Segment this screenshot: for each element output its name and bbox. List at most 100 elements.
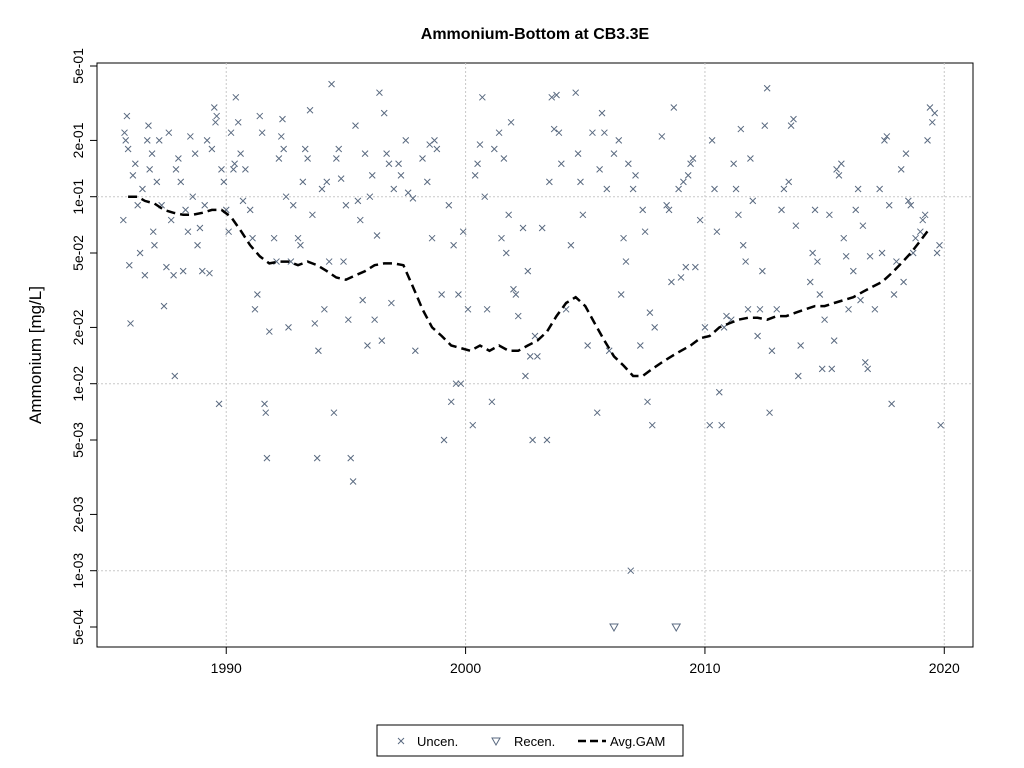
uncensored-point bbox=[249, 234, 256, 242]
uncensored-point bbox=[344, 316, 352, 324]
uncensored-point bbox=[668, 278, 675, 286]
uncensored-point bbox=[263, 454, 271, 462]
uncensored-point bbox=[149, 228, 157, 236]
uncensored-point bbox=[658, 133, 666, 140]
uncensored-point bbox=[203, 137, 211, 144]
uncensored-point bbox=[744, 305, 752, 313]
uncensored-point bbox=[395, 160, 402, 168]
uncensored-point bbox=[371, 316, 378, 324]
uncensored-point bbox=[641, 228, 649, 236]
uncensored-point bbox=[838, 160, 845, 168]
uncensored-point bbox=[675, 185, 682, 193]
uncensored-point bbox=[759, 267, 766, 275]
uncensored-point bbox=[279, 115, 286, 123]
uncensored-point bbox=[124, 145, 132, 153]
uncensored-point bbox=[121, 129, 128, 137]
data-points bbox=[119, 80, 945, 633]
uncensored-point bbox=[146, 166, 154, 173]
uncensored-point bbox=[361, 150, 369, 157]
y-tick-label: 2e-03 bbox=[70, 496, 86, 532]
y-tick-label: 5e-03 bbox=[70, 422, 86, 458]
uncensored-point bbox=[447, 398, 455, 406]
uncensored-point bbox=[852, 206, 860, 214]
uncensored-point bbox=[262, 409, 270, 417]
uncensored-point bbox=[167, 216, 175, 224]
uncensored-point bbox=[134, 201, 142, 209]
uncensored-point bbox=[818, 365, 826, 373]
uncensored-point bbox=[708, 137, 716, 144]
uncensored-point bbox=[598, 109, 606, 117]
uncensored-point bbox=[239, 197, 247, 205]
x-tick-label: 1990 bbox=[211, 660, 242, 676]
uncensored-point bbox=[579, 211, 587, 219]
uncensored-point bbox=[878, 249, 886, 257]
uncensored-point bbox=[627, 567, 635, 575]
uncensored-point bbox=[835, 172, 843, 179]
uncensored-point bbox=[390, 185, 398, 193]
uncensored-point bbox=[888, 400, 895, 408]
uncensored-point bbox=[763, 84, 771, 92]
uncensored-point bbox=[601, 129, 608, 137]
uncensored-point bbox=[907, 201, 915, 209]
uncensored-point bbox=[715, 388, 723, 396]
uncensored-point bbox=[876, 185, 884, 193]
uncensored-point bbox=[330, 409, 338, 417]
uncensored-point bbox=[507, 118, 515, 126]
uncensored-point bbox=[735, 211, 742, 219]
uncensored-point bbox=[297, 241, 304, 249]
uncensored-point bbox=[459, 228, 467, 236]
uncensored-point bbox=[210, 104, 218, 111]
uncensored-point bbox=[522, 372, 529, 380]
uncensored-point bbox=[151, 241, 158, 249]
uncensored-point bbox=[557, 160, 565, 168]
uncensored-point bbox=[237, 150, 244, 157]
uncensored-point bbox=[720, 324, 728, 331]
uncensored-point bbox=[285, 324, 292, 331]
uncensored-point bbox=[356, 216, 364, 224]
uncensored-point bbox=[644, 398, 651, 406]
uncensored-point bbox=[428, 234, 436, 242]
uncensored-point bbox=[785, 178, 793, 186]
uncensored-point bbox=[376, 89, 383, 97]
uncensored-point bbox=[246, 206, 254, 214]
uncensored-point bbox=[567, 241, 575, 249]
uncensored-point bbox=[373, 232, 381, 239]
uncensored-point bbox=[584, 342, 592, 349]
uncensored-point bbox=[256, 112, 264, 120]
x-axis: 1990 2000 2010 2020 bbox=[211, 647, 960, 676]
uncensored-point bbox=[629, 185, 637, 193]
uncensored-point bbox=[445, 201, 453, 209]
uncensored-point bbox=[864, 365, 872, 373]
uncensored-point bbox=[129, 172, 137, 179]
uncensored-point bbox=[315, 347, 322, 355]
uncensored-point bbox=[890, 291, 898, 298]
uncensored-point bbox=[495, 129, 503, 137]
uncensored-point bbox=[897, 166, 905, 173]
uncensored-point bbox=[809, 249, 816, 257]
uncensored-point bbox=[883, 133, 891, 140]
uncensored-point bbox=[826, 211, 833, 219]
uncensored-point bbox=[404, 189, 412, 197]
uncensored-point bbox=[546, 178, 553, 186]
uncensored-point bbox=[347, 454, 355, 462]
uncensored-point bbox=[328, 80, 335, 88]
uncensored-point bbox=[423, 178, 431, 186]
uncensored-point bbox=[455, 291, 462, 298]
uncensored-point bbox=[141, 271, 149, 279]
uncensored-point bbox=[689, 155, 697, 162]
uncensored-point bbox=[926, 104, 934, 111]
uncensored-point bbox=[713, 228, 721, 236]
uncensored-point bbox=[885, 201, 893, 209]
uncensored-point bbox=[321, 305, 328, 313]
legend-label-gam: Avg.GAM bbox=[610, 734, 665, 749]
uncensored-point bbox=[605, 347, 613, 355]
uncensored-point bbox=[739, 241, 747, 249]
recensored-point bbox=[671, 623, 682, 633]
uncensored-point bbox=[198, 267, 206, 275]
uncensored-point bbox=[325, 258, 333, 265]
uncensored-point bbox=[684, 172, 692, 179]
uncensored-point bbox=[232, 93, 240, 101]
x-tick-label: 2010 bbox=[689, 660, 720, 676]
uncensored-point bbox=[924, 137, 931, 144]
uncensored-point bbox=[148, 150, 156, 157]
